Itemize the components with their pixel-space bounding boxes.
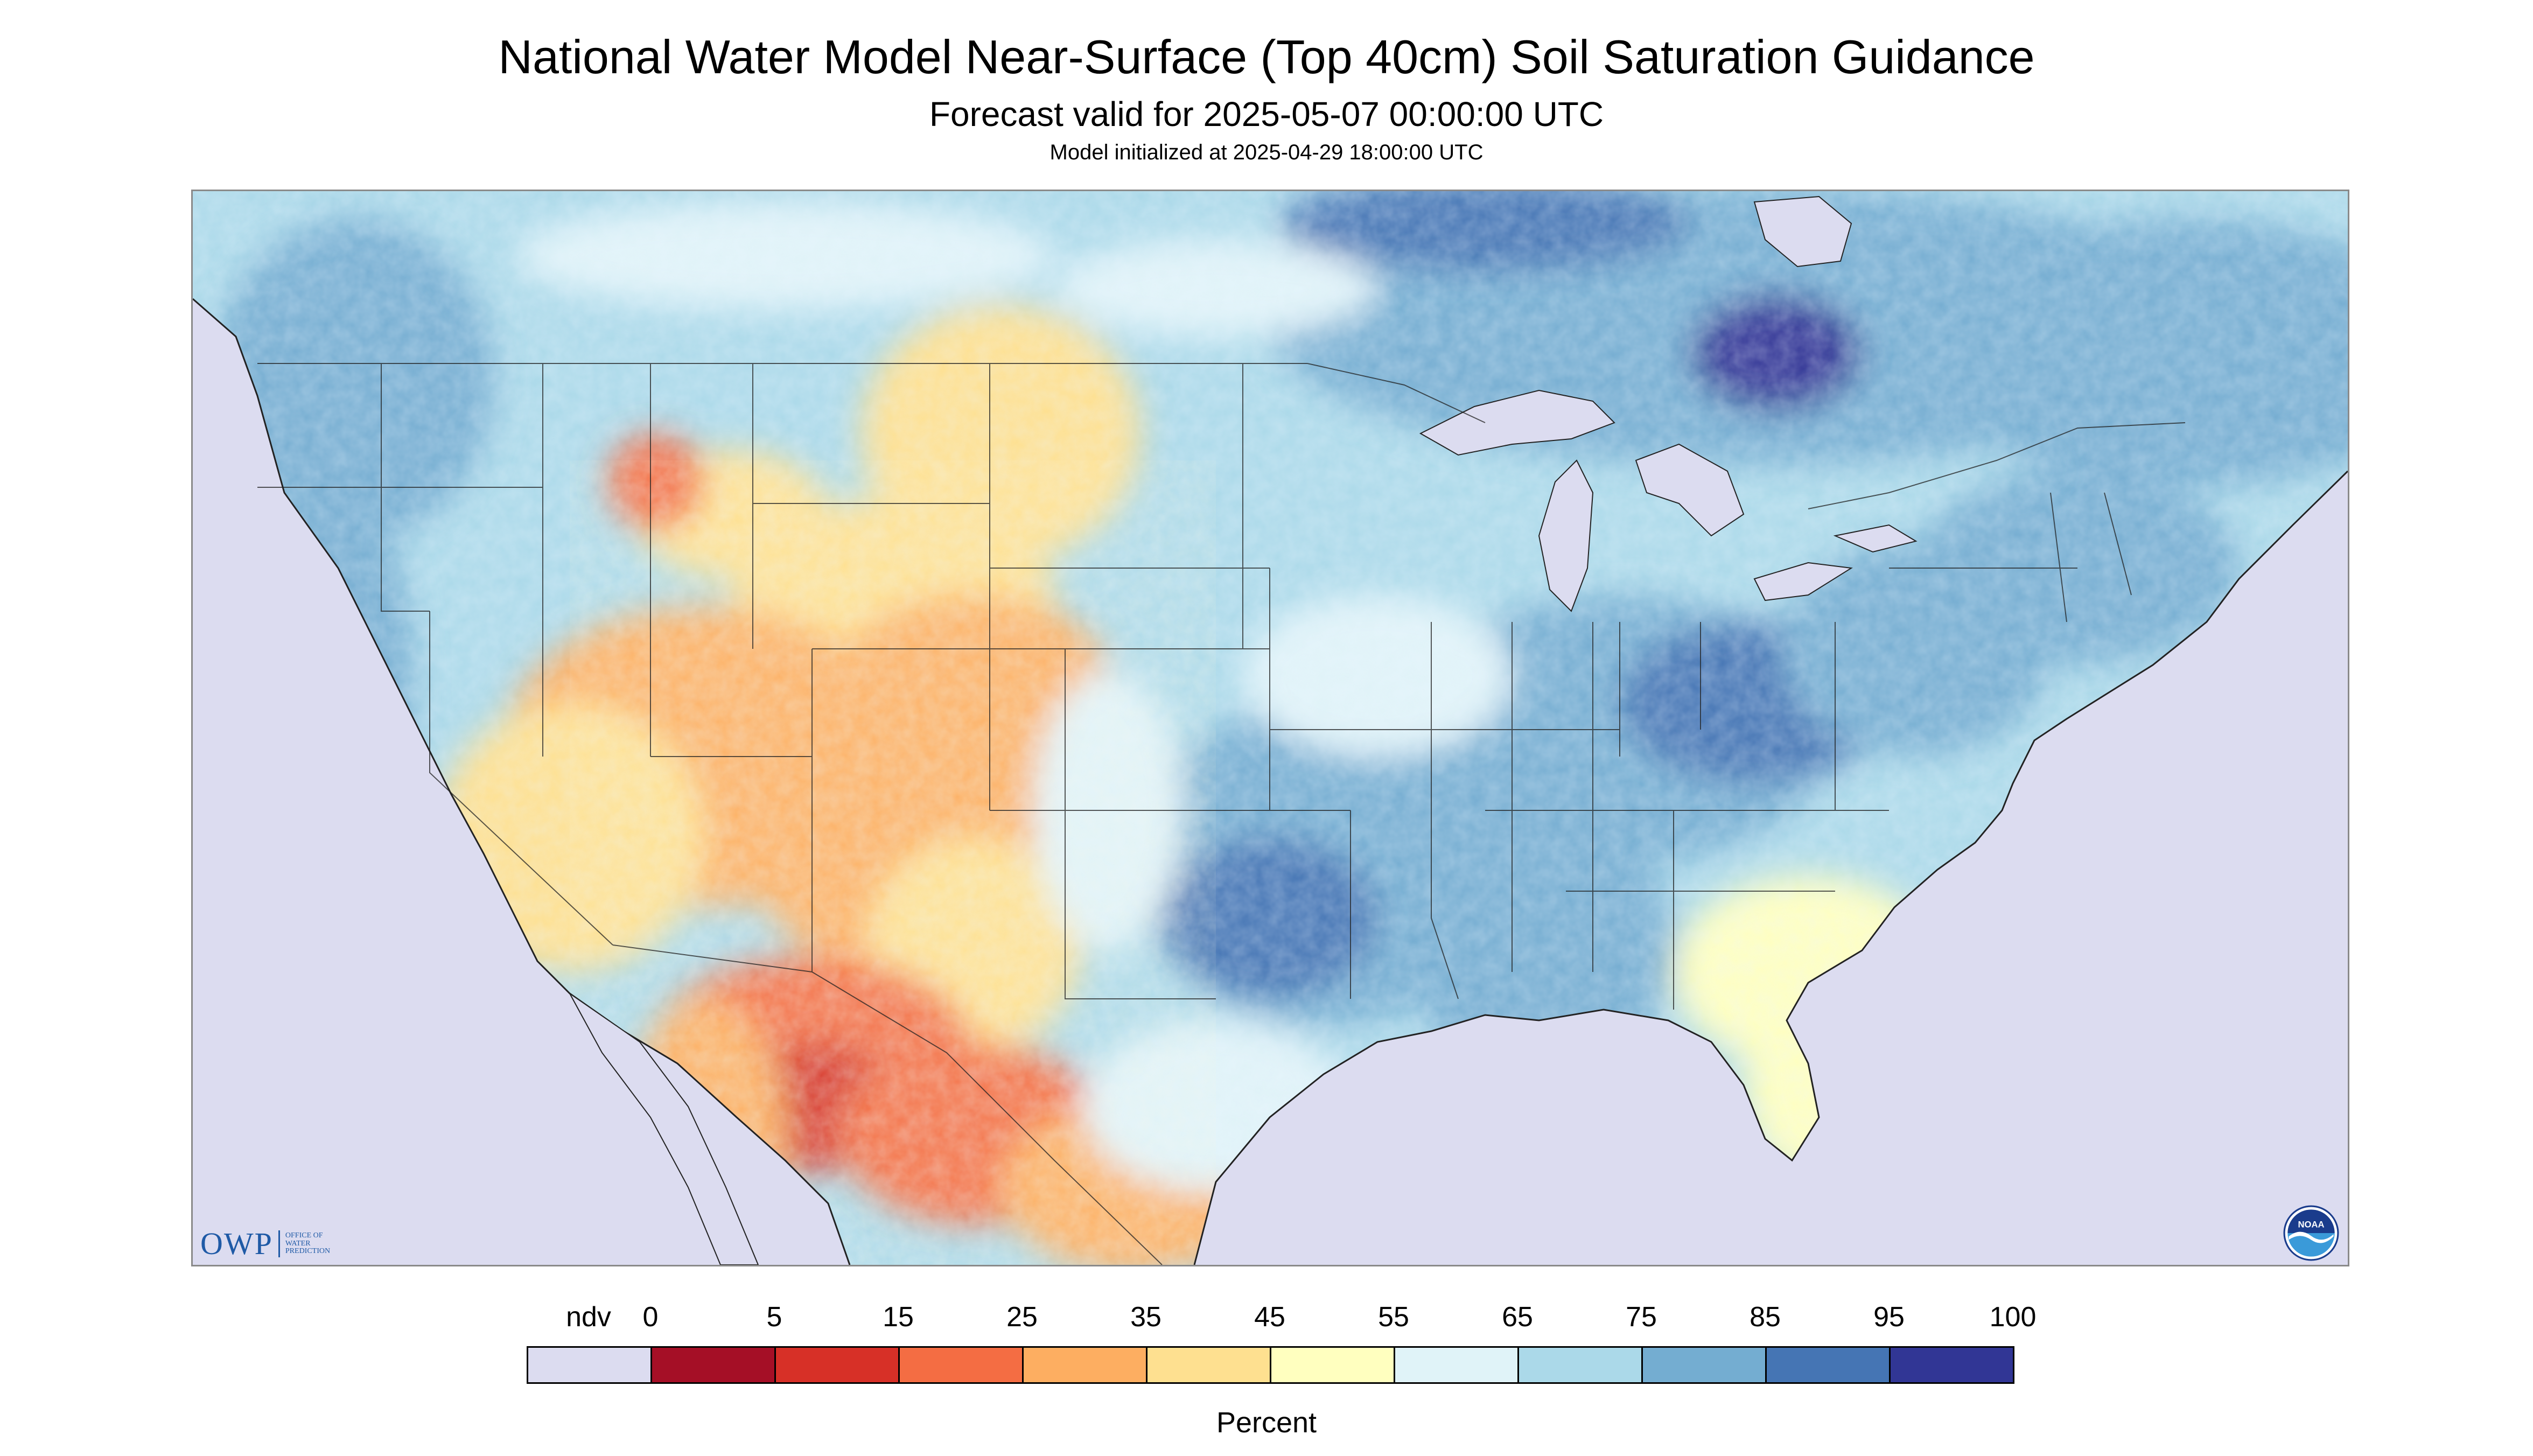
owp-logo-divider (278, 1230, 280, 1257)
noaa-seal-icon: NOAA (2283, 1205, 2339, 1261)
colorbar-tick-label: ndv (566, 1301, 611, 1333)
model-init-time: Model initialized at 2025-04-29 18:00:00… (1049, 141, 1484, 164)
colorbar-tick-label: 45 (1254, 1301, 1285, 1333)
owp-logo-line1: Office of (285, 1231, 323, 1240)
map-canvas (193, 191, 2348, 1265)
colorbar-cell (1889, 1346, 2014, 1384)
forecast-valid-time: Forecast valid for 2025-05-07 00:00:00 U… (929, 95, 1604, 134)
colorbar-tick-label: 0 (642, 1301, 659, 1333)
colorbar-cell (774, 1346, 900, 1384)
colorbar-cell (1517, 1346, 1643, 1384)
colorbar-tick-label: 95 (1873, 1301, 1905, 1333)
colorbar-cell (898, 1346, 1024, 1384)
owp-logo-line2: Water (285, 1239, 311, 1248)
gulf-of-california (569, 993, 759, 1265)
colorbar-cell (1641, 1346, 1767, 1384)
colorbar-tick-label: 25 (1006, 1301, 1038, 1333)
colorbar-title: Percent (1216, 1406, 1317, 1439)
colorbar-cell (1146, 1346, 1271, 1384)
colorbar-tick-label: 35 (1130, 1301, 1161, 1333)
colorbar-tick-label: 5 (766, 1301, 782, 1333)
colorbar-cell (1394, 1346, 1519, 1384)
great-lakes (1419, 195, 1918, 612)
colorbar-tick-label: 15 (883, 1301, 914, 1333)
owp-logo-text: Office of Water Prediction (285, 1231, 331, 1256)
owp-logo-letters: OWP (200, 1226, 273, 1261)
colorbar-cell (1022, 1346, 1147, 1384)
soil-saturation-map (191, 190, 2349, 1266)
colorbar-tick-label: 75 (1626, 1301, 1657, 1333)
colorbar-tick-label: 55 (1378, 1301, 1409, 1333)
colorbar-tick-label: 85 (1750, 1301, 1781, 1333)
owp-logo-line3: Prediction (285, 1247, 331, 1256)
colorbar-tick-label: 100 (1989, 1301, 2037, 1333)
colorbar (527, 1346, 2014, 1384)
colorbar-cell (1765, 1346, 1891, 1384)
colorbar-cell (527, 1346, 652, 1384)
political-boundaries (257, 363, 2186, 1265)
colorbar-cell (650, 1346, 776, 1384)
owp-logo: OWP Office of Water Prediction (200, 1228, 330, 1260)
colorbar-tick-label: 65 (1502, 1301, 1533, 1333)
noaa-logo-text: NOAA (2298, 1220, 2325, 1230)
colorbar-cell (1270, 1346, 1395, 1384)
map-title: National Water Model Near-Surface (Top 4… (498, 30, 2035, 83)
coastline (193, 298, 2348, 1265)
